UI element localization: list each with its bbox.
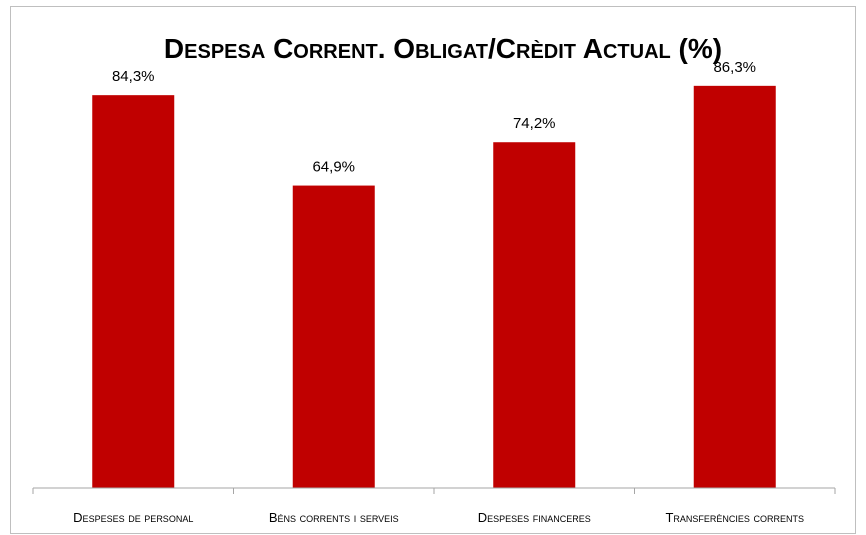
bar-data-label: 74,2% — [513, 115, 556, 132]
x-tick-labels: Despeses de personal Béns corrents i serv… — [33, 488, 835, 525]
bar — [694, 86, 776, 488]
chart-title: Despesa Corrent. Obligat/Crèdit Actual (… — [164, 33, 722, 64]
bar — [293, 186, 375, 488]
x-tick-label: Transferències corrents — [665, 510, 804, 525]
x-tick-label: Despeses de personal — [73, 510, 193, 525]
bar — [92, 95, 174, 488]
bars-group: 84,3% 64,9% 74,2% 86,3% — [92, 59, 776, 488]
bar-data-label: 86,3% — [713, 59, 756, 76]
x-tick-label: Béns corrents i serveis — [269, 510, 399, 525]
bar-data-label: 84,3% — [112, 68, 155, 85]
bar — [493, 142, 575, 488]
bar-data-label: 64,9% — [312, 159, 355, 176]
x-tick-label: Despeses financeres — [478, 510, 591, 525]
